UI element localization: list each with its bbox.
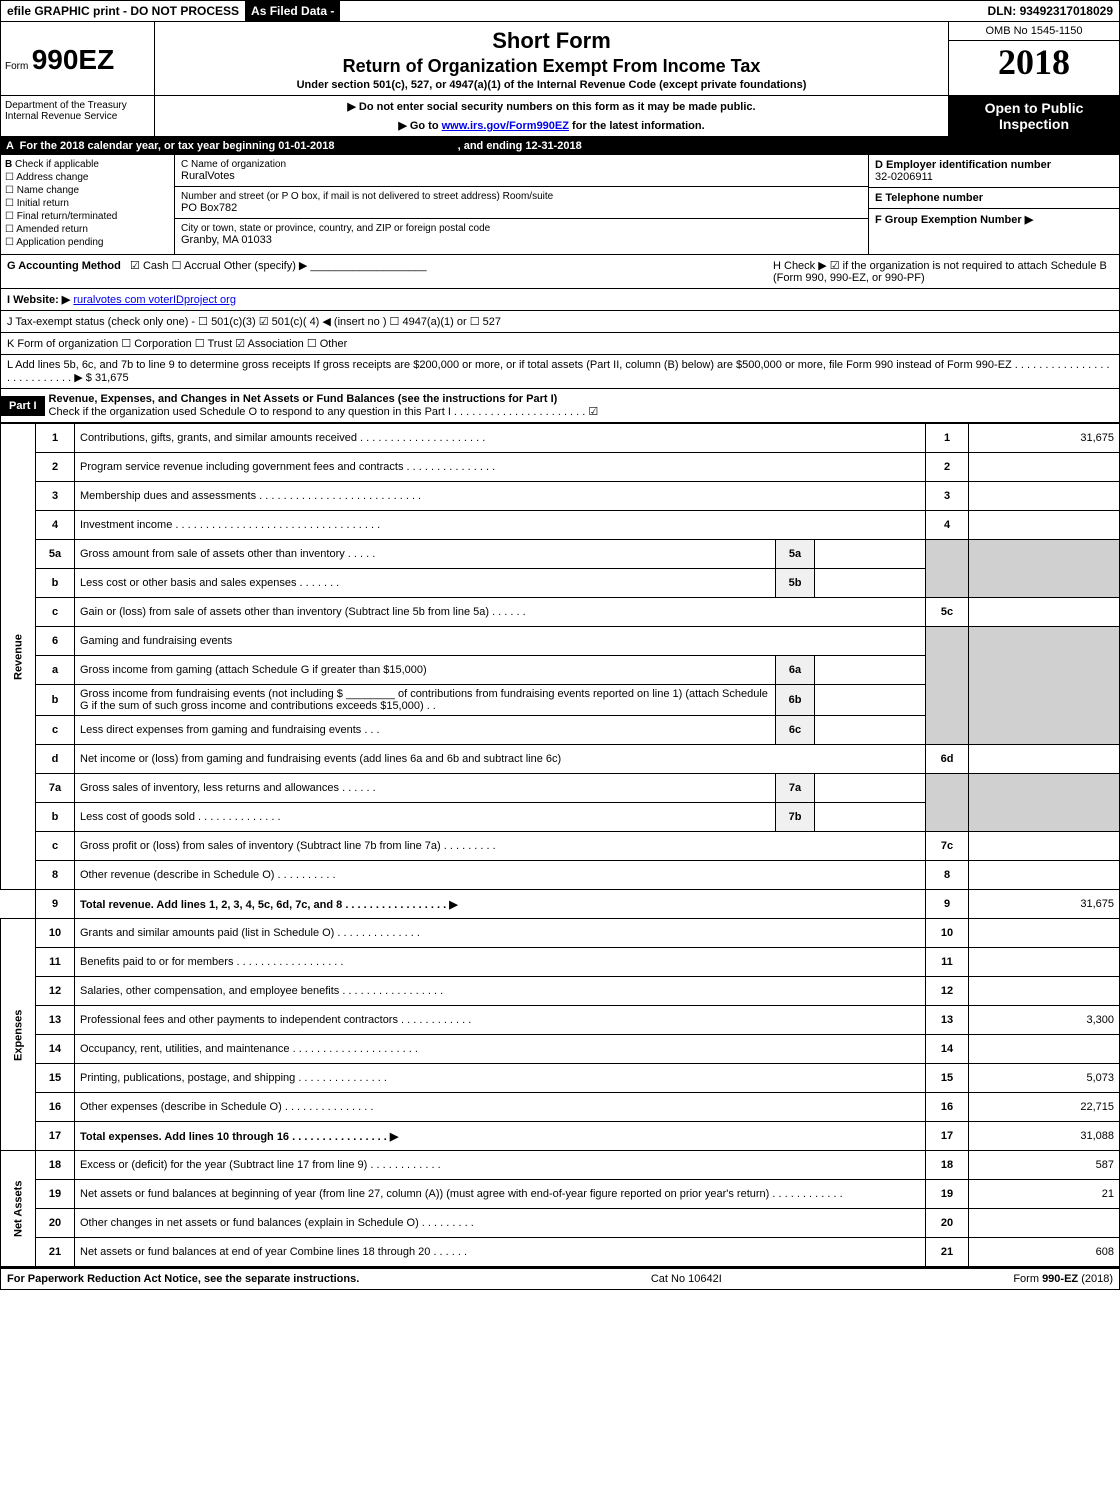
title-block: Form 990EZ Short Form Return of Organiza… bbox=[0, 22, 1120, 96]
title-cell: Short Form Return of Organization Exempt… bbox=[155, 22, 948, 95]
tax-year: 2018 bbox=[949, 41, 1119, 83]
part1-header: Part I Revenue, Expenses, and Changes in… bbox=[0, 389, 1120, 423]
cb-initial[interactable]: ☐ Initial return bbox=[5, 198, 170, 209]
group-exemption: F Group Exemption Number ▶ bbox=[875, 214, 1033, 226]
cb-pending[interactable]: ☐ Application pending bbox=[5, 237, 170, 248]
year-box: OMB No 1545-1150 2018 bbox=[948, 22, 1119, 95]
check-if-applicable: B Check if applicable ☐ Address change ☐… bbox=[1, 155, 175, 254]
org-city: Granby, MA 01033 bbox=[181, 234, 862, 246]
inspection-box: Open to Public Inspection bbox=[948, 96, 1119, 136]
cb-name[interactable]: ☐ Name change bbox=[5, 185, 170, 196]
netassets-label: Net Assets bbox=[1, 1151, 36, 1267]
as-filed-label: As Filed Data - bbox=[245, 1, 340, 21]
part1-table: Revenue 1Contributions, gifts, grants, a… bbox=[0, 423, 1120, 1267]
org-name: RuralVotes bbox=[181, 170, 862, 182]
org-info: C Name of organizationRuralVotes Number … bbox=[175, 155, 868, 254]
h-scheduleb: H Check ▶ ☑ if the organization is not r… bbox=[773, 259, 1113, 284]
irs-link[interactable]: www.irs.gov/Form990EZ bbox=[442, 120, 569, 132]
cb-address[interactable]: ☐ Address change bbox=[5, 172, 170, 183]
row-a: A For the 2018 calendar year, or tax yea… bbox=[0, 137, 1120, 155]
cb-amended[interactable]: ☐ Amended return bbox=[5, 224, 170, 235]
dln: DLN: 93492317018029 bbox=[982, 1, 1119, 21]
entity-grid: B Check if applicable ☐ Address change ☐… bbox=[0, 155, 1120, 255]
expenses-label: Expenses bbox=[1, 919, 36, 1151]
paperwork-notice: For Paperwork Reduction Act Notice, see … bbox=[7, 1273, 359, 1285]
accounting-row: G Accounting Method ☑ Cash ☐ Accrual Oth… bbox=[0, 255, 1120, 289]
main-title: Return of Organization Exempt From Incom… bbox=[163, 56, 940, 77]
instructions: ▶ Do not enter social security numbers o… bbox=[155, 96, 948, 136]
ein: 32-0206911 bbox=[875, 171, 933, 183]
short-form: Short Form bbox=[163, 28, 940, 54]
org-address: PO Box782 bbox=[181, 202, 862, 214]
header-bar: efile GRAPHIC print - DO NOT PROCESS As … bbox=[0, 0, 1120, 22]
ein-col: D Employer identification number32-02069… bbox=[868, 155, 1119, 254]
efile-label: efile GRAPHIC print - DO NOT PROCESS bbox=[1, 1, 245, 21]
tax-exempt-status: J Tax-exempt status (check only one) - ☐… bbox=[0, 311, 1120, 333]
form-of-org: K Form of organization ☐ Corporation ☐ T… bbox=[0, 333, 1120, 355]
revenue-label: Revenue bbox=[1, 424, 36, 890]
gross-receipts-amount: $ 31,675 bbox=[86, 372, 129, 384]
website-row: I Website: ▶ ruralvotes com voterIDproje… bbox=[0, 289, 1120, 311]
accounting-opts[interactable]: ☑ Cash ☐ Accrual Other (specify) ▶ bbox=[130, 260, 307, 272]
telephone-label: E Telephone number bbox=[875, 192, 983, 204]
form-name: Form 990EZ bbox=[1, 22, 155, 95]
omb: OMB No 1545-1150 bbox=[949, 22, 1119, 41]
dept-row: Department of the Treasury Internal Reve… bbox=[0, 96, 1120, 137]
dept: Department of the Treasury Internal Reve… bbox=[1, 96, 155, 136]
cat-no: Cat No 10642I bbox=[651, 1273, 722, 1285]
form-ref: Form 990-EZ (2018) bbox=[1013, 1273, 1113, 1285]
footer: For Paperwork Reduction Act Notice, see … bbox=[0, 1267, 1120, 1290]
gross-receipts: L Add lines 5b, 6c, and 7b to line 9 to … bbox=[0, 355, 1120, 389]
cb-final[interactable]: ☐ Final return/terminated bbox=[5, 211, 170, 222]
website-link[interactable]: ruralvotes com voterIDproject org bbox=[73, 294, 236, 306]
subtitle: Under section 501(c), 527, or 4947(a)(1)… bbox=[163, 79, 940, 91]
